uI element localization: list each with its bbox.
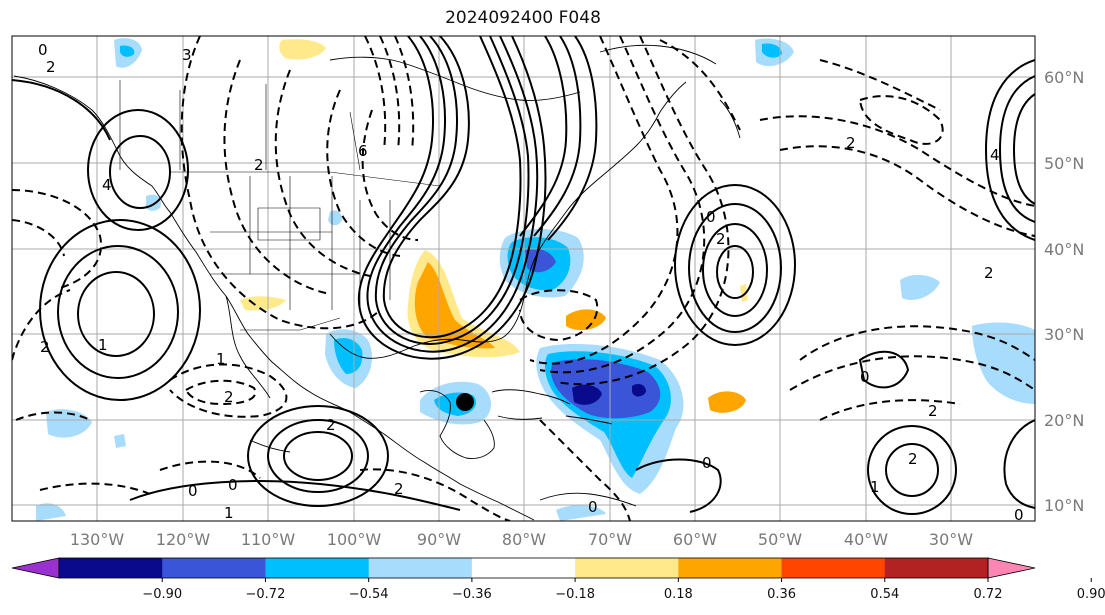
lat-label: 60°N	[1044, 68, 1084, 87]
negative-anomaly-caribbean-core-1	[572, 384, 602, 405]
colorbar-tick-label: −0.18	[555, 587, 595, 602]
contour-label: 1	[216, 350, 226, 368]
contour-label: 3	[182, 46, 192, 64]
lon-label: 40°W	[844, 530, 888, 549]
contour-label: 0	[860, 368, 870, 386]
colorbar-tick-label: 0.90	[1077, 587, 1105, 602]
contour-label: 2	[846, 134, 856, 152]
dashed-contours	[12, 36, 1035, 521]
lat-label: 40°N	[1044, 240, 1084, 259]
negative-anomaly-bottom-2	[556, 505, 606, 521]
contour-label: 2	[46, 58, 56, 76]
negative-anomaly-western-gulf-core	[334, 338, 363, 374]
lon-label: 50°W	[758, 530, 802, 549]
colorbar-tick-label: −0.72	[246, 587, 286, 602]
contour-label: 2	[908, 450, 918, 468]
colorbar-swatch	[265, 558, 370, 578]
colorbar-swatch	[884, 558, 989, 578]
lat-label: 20°N	[1044, 411, 1084, 430]
colorbar-extend-min	[11, 557, 60, 579]
colorbar-tick-label: −0.36	[452, 587, 492, 602]
positive-anomaly-atlantic-2	[708, 391, 746, 413]
contour-label: 4	[990, 146, 1000, 164]
positive-anomaly-gulf-core	[414, 262, 495, 349]
lat-label: 50°N	[1044, 154, 1084, 173]
contour-label: 0	[228, 476, 238, 494]
contour-label: 1	[224, 504, 234, 522]
negative-anomaly-caribbean-core-2	[632, 384, 646, 397]
solid-contours	[12, 36, 1035, 515]
contour-label: 2	[40, 338, 50, 356]
negative-anomaly-top-2-core	[762, 43, 782, 58]
contour-label: 2	[224, 388, 234, 406]
lon-label: 70°W	[588, 530, 632, 549]
colorbar-swatch	[59, 558, 163, 578]
negative-anomaly-northeast-inner	[525, 248, 556, 273]
negative-anomaly-atlantic-east	[900, 274, 940, 301]
lon-label: 80°W	[502, 530, 546, 549]
positive-anomaly-atlantic-3	[740, 284, 748, 302]
lon-label: 30°W	[929, 530, 973, 549]
contour-label: 0	[702, 454, 712, 472]
shaded-anomaly-fields	[36, 38, 1035, 521]
contour-label: 1	[870, 478, 880, 496]
colorbar-swatch	[368, 558, 473, 578]
colorbar-swatch	[781, 558, 886, 578]
contour-label: 0	[706, 208, 716, 226]
lon-label: 120°W	[156, 530, 211, 549]
lat-label: 30°N	[1044, 325, 1084, 344]
lon-label: 130°W	[70, 530, 125, 549]
contour-label: 2	[716, 230, 726, 248]
longitude-labels: 130°W 120°W 110°W 100°W 90°W 80°W 70°W 6…	[70, 530, 973, 549]
negative-anomaly-gulf-south	[114, 434, 126, 448]
contour-label: 0	[188, 482, 198, 500]
lon-label: 90°W	[417, 530, 461, 549]
negative-anomaly-canada	[328, 210, 342, 226]
lon-label: 110°W	[241, 530, 296, 549]
contour-label: 2	[326, 416, 336, 434]
map-title: 2024092400 F048	[445, 8, 601, 28]
colorbar-tick-label: 0.36	[767, 587, 796, 602]
latitude-labels: 60°N 50°N 40°N 30°N 20°N 10°N	[1044, 68, 1084, 515]
colorbar-swatch	[162, 558, 266, 578]
lon-label: 100°W	[327, 530, 382, 549]
lon-label: 60°W	[673, 530, 717, 549]
contour-label: 0	[588, 498, 598, 516]
colorbar-tick-label: −0.54	[349, 587, 389, 602]
positive-anomaly-southwest	[240, 296, 286, 311]
contour-label: 2	[394, 480, 404, 498]
positive-anomaly-north	[279, 39, 326, 60]
negative-anomaly-far-east	[972, 322, 1035, 404]
contour-label: 2	[984, 264, 994, 282]
map-plot-area: 0 3 2 1 4 6 2 0 0 2 2 2 1 2 0 2 2 0 0 1 …	[12, 36, 1035, 524]
colorbar-frame	[58, 557, 989, 579]
colorbar-ticks: −0.90 −0.72 −0.54 −0.36 −0.18 0.18 0.36 0.54 0.7…	[142, 578, 1105, 602]
contour-label: 6	[358, 142, 368, 160]
contour-labels: 0 3 2 1 4 6 2 0 0 2 2 2 1 2 0 2 2 0 0 1 …	[38, 41, 1024, 524]
colorbar-tick-label: −0.90	[142, 587, 182, 602]
contour-label: 1	[98, 336, 108, 354]
colorbar-tick-label: 0.54	[870, 587, 899, 602]
colorbar-swatch	[575, 558, 679, 578]
contour-label: 2	[254, 156, 264, 174]
contour-label: 4	[102, 176, 112, 194]
contour-label: 0	[1014, 506, 1024, 524]
colorbar-swatch	[678, 558, 783, 578]
contour-label: 2	[928, 402, 938, 420]
colorbar-tick-label: 0.72	[974, 587, 1003, 602]
colorbar-swatches	[11, 557, 1036, 579]
lat-label: 10°N	[1044, 496, 1084, 515]
negative-anomaly-bottom-1	[36, 503, 66, 521]
colorbar-tick-label: 0.18	[664, 587, 693, 602]
tropical-cyclone-marker	[456, 393, 474, 411]
colorbar-swatch	[471, 558, 576, 578]
contour-label: 0	[38, 41, 48, 59]
negative-anomaly-top-1-core	[120, 45, 135, 57]
colorbar-extend-max	[987, 557, 1036, 579]
colorbar: −0.90 −0.72 −0.54 −0.36 −0.18 0.18 0.36 0.54 0.7…	[11, 557, 1105, 602]
map-frame	[11, 35, 1036, 522]
